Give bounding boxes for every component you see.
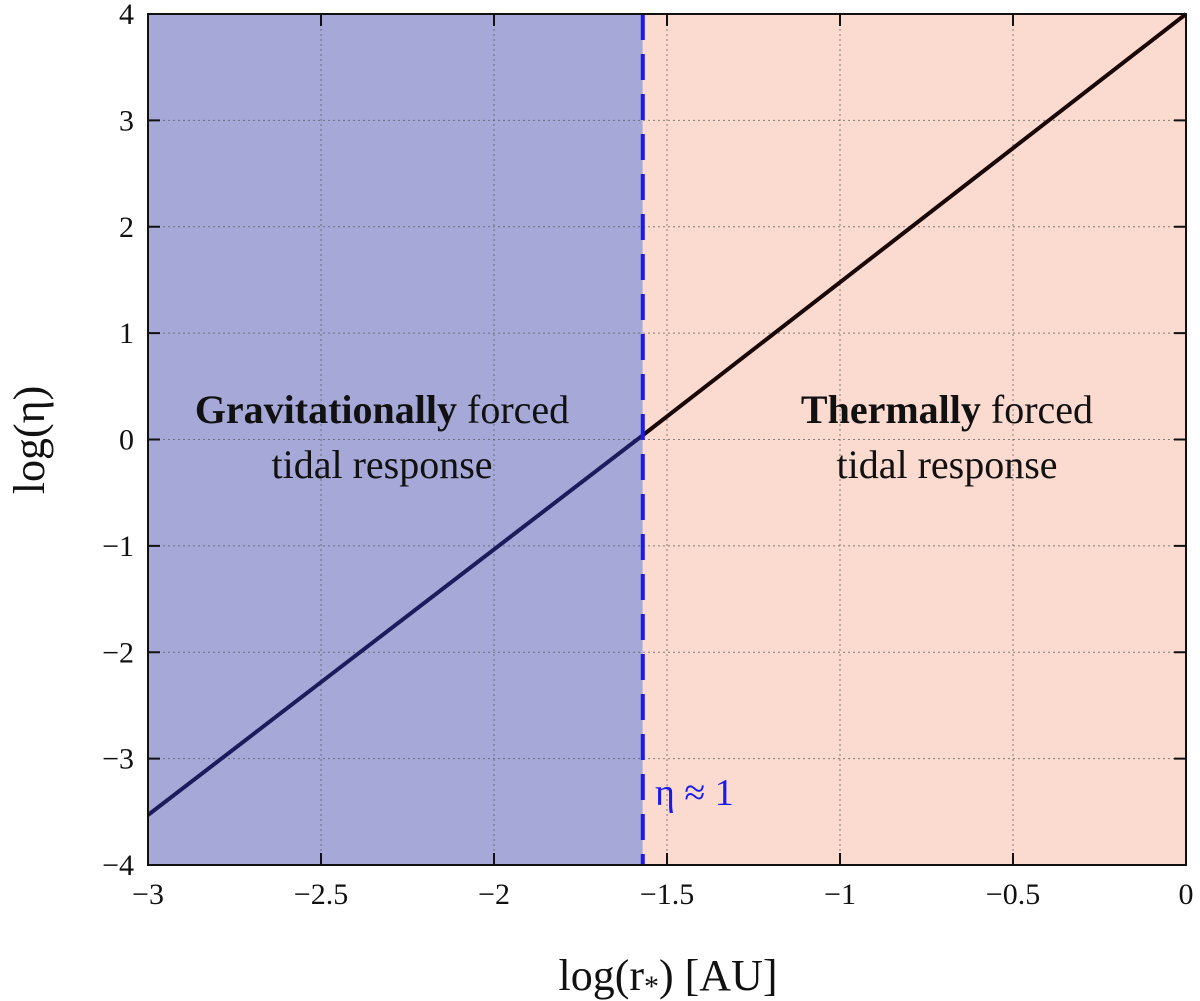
y-tick-label-7: 3 bbox=[119, 104, 134, 137]
eta-annotation: η ≈ 1 bbox=[655, 772, 734, 814]
x-axis-label-main: log(r bbox=[558, 951, 644, 1000]
y-tick-label-4: 0 bbox=[119, 424, 134, 457]
x-tick-label-0: −3 bbox=[132, 878, 164, 911]
y-tick-label-2: −2 bbox=[102, 636, 134, 669]
y-axis-label: log(η) bbox=[5, 386, 54, 495]
tick-marks bbox=[147, 13, 1187, 866]
y-tick-label-5: 1 bbox=[119, 317, 134, 350]
region-label-thermal: Thermally forced bbox=[801, 387, 1093, 432]
x-tick-label-6: 0 bbox=[1179, 878, 1194, 911]
y-tick-label-0: −4 bbox=[102, 849, 134, 882]
y-tick-labels: −4 −3 −2 −1 0 1 2 3 4 bbox=[102, 0, 134, 882]
region-label-gravitational: Gravitationally forced bbox=[195, 387, 569, 432]
data-lines bbox=[146, 12, 1188, 817]
y-tick-label-6: 2 bbox=[119, 211, 134, 244]
region-label-gravitational-bold: Gravitationally bbox=[195, 387, 457, 432]
x-tick-label-5: −0.5 bbox=[986, 878, 1040, 911]
x-tick-label-4: −1 bbox=[824, 878, 856, 911]
grid bbox=[148, 14, 1186, 865]
x-axis-label: log(r*) [AU] bbox=[558, 951, 777, 1001]
x-tick-labels: −3 −2.5 −2 −1.5 −1 −0.5 0 bbox=[132, 878, 1193, 911]
region-label-gravitational-rest: forced bbox=[457, 387, 569, 432]
y-tick-label-3: −1 bbox=[102, 530, 134, 563]
x-axis-label-subscript: * bbox=[644, 970, 659, 1001]
region-gravitational bbox=[148, 14, 643, 865]
region-label-thermal-bold: Thermally bbox=[801, 387, 981, 432]
y-tick-label-8: 4 bbox=[119, 0, 134, 31]
series-line-0 bbox=[146, 433, 644, 817]
series-line-1 bbox=[641, 12, 1188, 437]
region-label-gravitational-line2: tidal response bbox=[271, 442, 492, 487]
x-tick-label-1: −2.5 bbox=[294, 878, 348, 911]
y-tick-label-1: −3 bbox=[102, 743, 134, 776]
x-axis-label-tail: ) [AU] bbox=[659, 951, 778, 1000]
region-label-thermal-rest: forced bbox=[981, 387, 1093, 432]
region-label-thermal-line2: tidal response bbox=[836, 442, 1057, 487]
x-tick-label-2: −2 bbox=[478, 878, 510, 911]
x-tick-label-3: −1.5 bbox=[640, 878, 694, 911]
